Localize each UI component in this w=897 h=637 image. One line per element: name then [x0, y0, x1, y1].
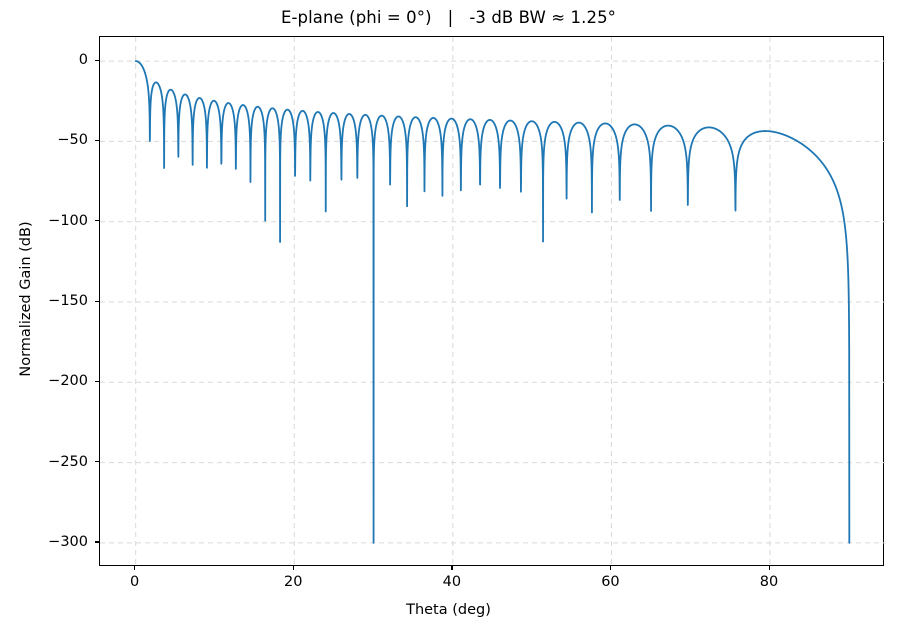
y-tick-label: −300: [48, 533, 88, 550]
x-tick-mark: [292, 566, 294, 570]
chart-title: E-plane (phi = 0°) | -3 dB BW ≈ 1.25°: [280, 8, 617, 27]
data-series-group: [134, 60, 851, 544]
x-tick-label: 20: [284, 574, 303, 590]
gridlines: [100, 37, 885, 567]
x-tick-label: 0: [130, 574, 140, 590]
y-tick-label: −50: [57, 132, 88, 149]
y-axis-label: Normalized Gain (dB): [18, 221, 34, 377]
series-line-e-plane-cut: [134, 60, 851, 544]
y-tick-label: −200: [48, 373, 88, 390]
y-tick-mark: [95, 139, 99, 142]
x-axis-label: Theta (deg): [406, 602, 491, 618]
x-tick-mark: [134, 566, 136, 570]
y-tick-label: 0: [78, 52, 88, 69]
x-tick-mark: [609, 566, 612, 570]
y-tick-mark: [95, 461, 99, 463]
x-tick-label: 60: [601, 574, 620, 590]
y-tick-mark: [95, 220, 99, 222]
x-tick-mark: [768, 566, 770, 570]
y-tick-label: −150: [48, 293, 88, 309]
y-tick-label: −250: [48, 453, 88, 470]
y-tick-mark: [95, 541, 99, 543]
y-tick-mark: [95, 59, 99, 61]
x-tick-label: 80: [759, 574, 779, 590]
x-tick-label: 40: [442, 574, 462, 590]
y-tick-mark: [95, 380, 99, 382]
plot-area: [99, 36, 885, 567]
y-tick-label: −100: [48, 212, 88, 229]
plot-svg: [100, 37, 885, 567]
x-tick-mark: [451, 566, 453, 570]
y-tick-mark: [95, 300, 99, 302]
